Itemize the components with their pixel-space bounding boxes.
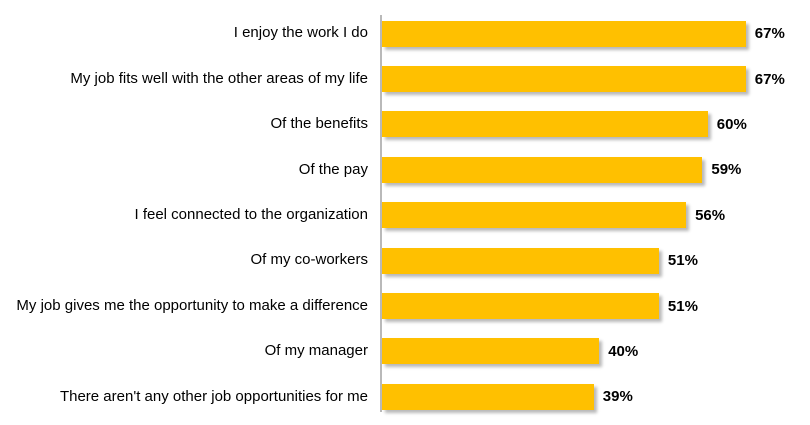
bar-area: 60% [382,111,810,138]
category-label: There aren't any other job opportunities… [59,387,368,405]
value-label: 67% [754,70,785,88]
y-axis-line [380,15,382,412]
value-label: 40% [608,342,639,360]
bar [382,293,659,320]
bar [382,156,703,183]
value-label: 60% [716,115,747,133]
bar-row: My job gives me the opportunity to make … [0,283,810,328]
bar-row: I enjoy the work I do 67% [0,11,810,56]
bar-row: I feel connected to the organization 56% [0,193,810,238]
bar [382,338,600,365]
category-label: I enjoy the work I do [233,24,368,42]
bar-area: 67% [382,20,810,47]
bar [382,111,708,138]
bar-area: 51% [382,247,810,274]
value-label: 51% [667,297,698,315]
category-label: I feel connected to the organization [134,206,369,223]
bar-row: There aren't any other job opportunities… [0,374,810,419]
category-label: Of the benefits [270,115,368,133]
value-label: 51% [667,252,698,270]
bar-row: Of my manager 40% [0,329,810,374]
bar [382,383,594,410]
value-label: 56% [695,206,726,224]
bar [382,202,687,229]
value-label: 39% [602,388,633,406]
bar-row: Of the pay 59% [0,147,810,192]
bar-area: 67% [382,66,810,93]
category-label: Of the pay [298,160,368,178]
bar [382,20,746,47]
category-label: Of my manager [264,342,368,360]
bar-area: 51% [382,293,810,320]
category-label: My job fits well with the other areas of… [70,69,368,87]
category-label: Of my co-workers [250,251,368,269]
chart-rows: I enjoy the work I do 67% My job fits well… [0,11,810,420]
bar-row: Of the benefits 60% [0,102,810,147]
bar-area: 59% [382,156,810,183]
bar [382,66,746,93]
category-label: My job gives me the opportunity to make … [16,296,368,314]
bar [382,247,659,274]
value-label: 59% [711,161,742,179]
bar-area: 40% [382,338,810,365]
value-label: 67% [754,25,785,43]
bar-area: 56% [382,202,810,229]
bar-area: 39% [382,383,810,410]
bar-row: Of my co-workers 51% [0,238,810,283]
bar-row: My job fits well with the other areas of… [0,56,810,101]
